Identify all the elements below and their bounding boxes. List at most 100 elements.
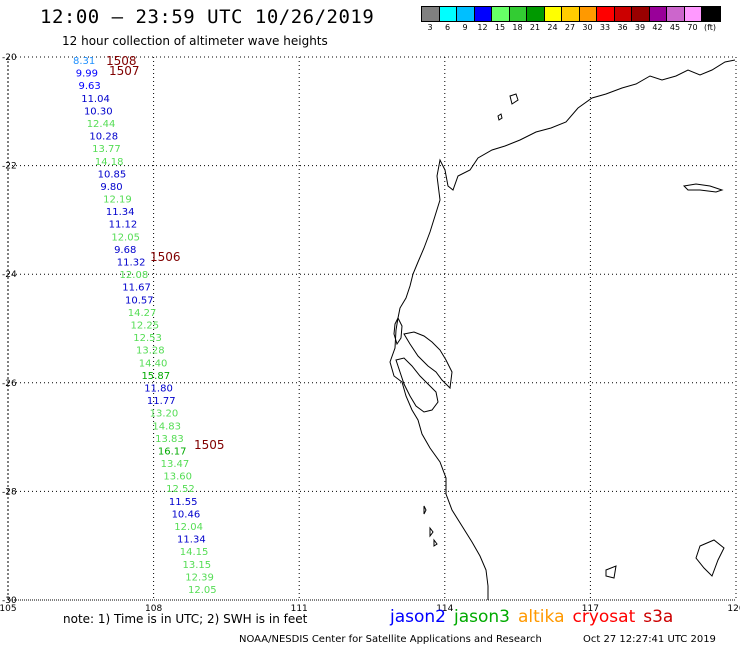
color-swatch [474,7,492,21]
wave-height-value: 11.67 [122,283,151,294]
wave-height-value: 12.53 [133,333,162,344]
color-scale-label: 24 [547,23,558,32]
wave-height-value: 12.19 [103,195,132,206]
pass-number: 1508 [106,54,137,68]
footnote: note: 1) Time is in UTC; 2) SWH is in fe… [63,612,308,626]
longitude-label: 117 [582,604,599,614]
legend-item-jason3: jason3 [454,607,510,627]
color-swatch [457,7,475,21]
wave-height-value: 11.04 [81,94,110,105]
color-swatch [579,7,597,21]
color-swatch [422,7,440,21]
wave-height-value: 9.68 [114,245,136,256]
wave-height-value: 10.28 [89,132,118,143]
wave-height-value: 12.52 [166,484,195,495]
color-scale-label: 15 [494,23,506,32]
latitude-label: -28 [2,487,17,497]
color-scale-label: 42 [652,23,663,32]
color-swatch [509,7,527,21]
wave-height-value: 13.77 [92,144,121,155]
wave-height-value: 11.12 [109,220,138,231]
wave-height-value: 11.34 [106,207,135,218]
wave-height-value: 14.83 [152,421,181,432]
wave-height-value: 12.44 [87,119,116,130]
color-scale-label: 70 [687,23,698,32]
color-swatch [649,7,667,21]
color-swatch [527,7,545,21]
montebello-islands [497,113,503,121]
color-scale-label: 27 [564,23,576,32]
longitude-label: 114 [436,604,453,614]
color-scale-label: 30 [582,23,593,32]
color-scale-label: 45 [669,23,681,32]
credit-line: NOAA/NESDIS Center for Satellite Applica… [239,634,542,645]
wave-height-value: 9.63 [78,81,100,92]
wave-height-value: 12.05 [188,585,217,596]
color-swatch [562,7,580,21]
legend-item-s3a: s3a [643,607,674,627]
latitude-label: -30 [2,596,17,606]
wave-height-value: 13.28 [136,346,165,357]
color-scale-label: 9 [462,23,468,32]
barrow-island [509,93,519,105]
dirk-hartog-island [393,316,403,346]
wave-height-value: 10.57 [125,295,154,306]
color-scale-label: 3 [427,23,433,32]
wave-height-value: 11.32 [117,258,146,269]
longitude-label: 105 [0,604,17,614]
pass-number: 1507 [109,64,140,78]
latitude-label: -26 [2,379,17,389]
wave-height-value: 13.83 [155,434,184,445]
color-scale-label: 33 [599,23,611,32]
eighty-mile-east [682,183,724,193]
legend-item-cryosat: cryosat [572,607,636,627]
inland-lake [695,539,725,577]
map-title: 12:00 — 23:59 UTC 10/26/2019 [40,6,375,28]
wave-height-value: 10.30 [84,106,113,117]
australia-coastline [389,59,736,600]
wave-height-value: 16.17 [158,446,187,457]
wave-height-value: 13.60 [163,472,192,483]
legend-item-altika: altika [518,607,565,627]
abrolhos-islands [423,505,438,547]
wave-height-value: 12.25 [131,321,160,332]
generated-timestamp: Oct 27 12:27:41 UTC 2019 [583,634,716,645]
color-scale-label: (ft) [703,23,717,32]
coastline-shark-bay [403,331,453,390]
map-subtitle: 12 hour collection of altimeter wave hei… [62,34,328,48]
pass-number: 1506 [150,250,181,264]
wave-height-value: 12.05 [111,232,140,243]
longitude-label: 120 [727,604,740,614]
pass-number: 1505 [194,438,225,452]
color-scale-label: 6 [444,23,451,32]
color-scale-label: 36 [617,23,628,32]
color-swatch [597,7,615,21]
coastline-peninsula [395,357,439,413]
color-scale-bar [421,6,721,22]
color-swatch [439,7,457,21]
wave-height-value: 11.55 [169,497,198,508]
wave-height-value: 12.39 [185,572,214,583]
wave-height-value: 11.77 [147,396,176,407]
color-scale-label: 18 [512,23,523,32]
wave-height-value: 8.31 [73,56,95,67]
wave-height-value: 9.99 [76,69,98,80]
wave-height-value: 11.80 [144,383,173,394]
wave-height-value: 13.47 [161,459,190,470]
color-scale-label: 21 [529,23,541,32]
color-scale-label: 39 [634,23,646,32]
longitude-label: 108 [145,604,162,614]
wave-height-value: 12.04 [174,522,203,533]
latitude-label: -24 [2,270,17,280]
latitude-label: -20 [2,53,17,63]
color-swatch [544,7,562,21]
latitude-label: -22 [2,162,17,172]
satellite-legend: jason2 jason3 altika cryosat s3a [390,607,681,627]
wave-height-value: 11.34 [177,535,206,546]
color-swatch [492,7,510,21]
wave-height-value: 13.15 [183,560,212,571]
color-swatch [614,7,632,21]
